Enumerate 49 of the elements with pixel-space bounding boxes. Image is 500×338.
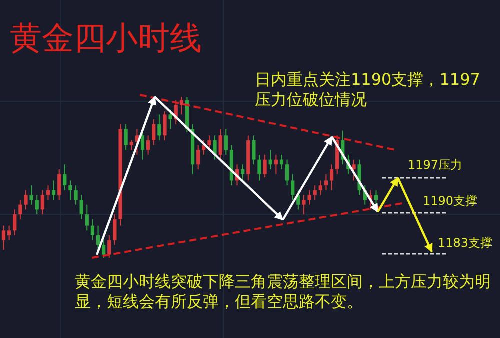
candlestick — [163, 110, 167, 141]
candlestick — [258, 154, 262, 182]
candlestick — [74, 185, 78, 206]
candlestick — [158, 114, 162, 141]
candlestick — [285, 159, 290, 186]
annotation: 日内重点关注1190支撑，1197压力位破位情况 — [255, 70, 482, 110]
candlestick — [8, 225, 12, 241]
candlestick — [40, 190, 44, 216]
candlestick — [208, 135, 212, 151]
candlestick — [291, 174, 295, 201]
text: 黄金四小时线突破下降三角震荡整理区间，上方压力较为明显，短线会有所反弹，但看空思路不变。 — [75, 272, 492, 312]
candlestick — [330, 164, 334, 191]
candlestick — [274, 154, 278, 175]
chart-title: 黄金四小时线 — [10, 18, 202, 58]
candlestick — [252, 135, 256, 166]
candlestick — [58, 168, 62, 201]
candlestick — [313, 185, 317, 201]
candlestick — [218, 128, 222, 160]
candlestick — [241, 164, 245, 182]
candlestick — [263, 154, 267, 178]
candlestick — [268, 150, 272, 170]
candlestick — [224, 128, 228, 156]
candlestick — [68, 180, 72, 201]
candlestick — [90, 218, 95, 241]
candlestick — [46, 185, 50, 201]
text: 1183支撑 — [438, 236, 494, 251]
candlestick — [318, 180, 322, 196]
candlestick — [180, 96, 184, 116]
candlestick — [352, 159, 356, 182]
candlestick — [85, 204, 89, 232]
candlestick — [2, 225, 6, 250]
candlestick — [324, 174, 328, 191]
candlestick — [63, 164, 67, 191]
candlestick — [13, 209, 17, 236]
candlestick — [308, 190, 312, 206]
candlestick — [52, 180, 56, 201]
text: 1190支撑 — [423, 194, 479, 209]
candlestick — [280, 154, 284, 170]
candlestick — [18, 200, 22, 220]
candlestick — [374, 190, 378, 206]
candlestick — [35, 194, 39, 216]
candlestick — [30, 185, 34, 206]
candlestick — [196, 144, 200, 170]
candlestick — [302, 194, 306, 216]
candlestick — [80, 194, 84, 220]
text: 1197压力 — [408, 158, 464, 173]
candlestick — [213, 135, 217, 160]
candlestick — [24, 190, 28, 210]
candlestick — [168, 109, 172, 130]
